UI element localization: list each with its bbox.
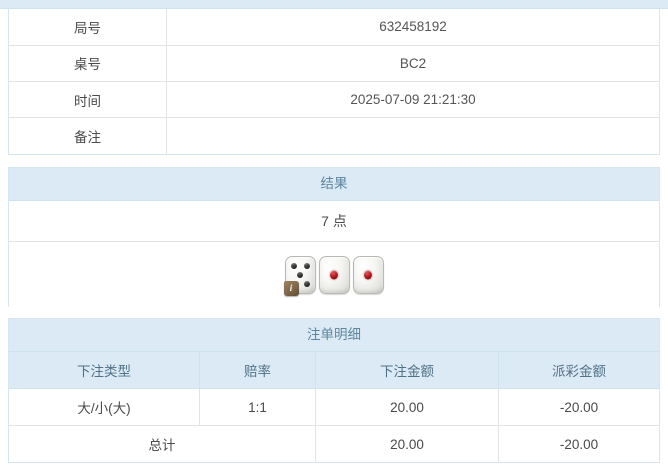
table-row: 局号 632458192 [9, 9, 659, 46]
die-2[interactable] [318, 255, 350, 294]
cell-total-label: 总计 [9, 425, 316, 462]
column-header-bet-type: 下注类型 [9, 352, 200, 389]
table-row: 大/小(大) 1:1 20.00 -20.00 [9, 388, 659, 426]
info-value-remark [167, 118, 660, 154]
info-value-table-no: BC2 [166, 45, 659, 83]
die-1[interactable]: i [283, 255, 316, 296]
column-header-stake: 下注金额 [315, 352, 499, 389]
cell-stake: 20.00 [315, 388, 499, 426]
round-info-panel: 局号 632458192 桌号 BC2 时间 2025-07-09 21:21:… [8, 9, 660, 155]
result-panel-header: 结果 [9, 168, 659, 201]
table-row: 时间 2025-07-09 21:21:30 [9, 81, 659, 119]
table-row: 备注 [9, 117, 660, 154]
top-header-strip [0, 0, 668, 9]
table-header-row: 下注类型 赔率 下注金额 派彩金额 [9, 352, 659, 389]
info-label-table-no: 桌号 [9, 45, 167, 83]
table-total-row: 总计 20.00 -20.00 [9, 425, 659, 462]
die-pip [303, 280, 310, 287]
die-pip [364, 270, 372, 279]
info-label-remark: 备注 [9, 117, 167, 154]
info-label-round-no: 局号 [9, 9, 167, 46]
column-header-odds: 赔率 [199, 352, 316, 389]
die-pip [290, 262, 297, 269]
result-points-value: 7 点 [9, 201, 659, 242]
info-label-time: 时间 [9, 81, 167, 119]
info-icon[interactable]: i [283, 280, 299, 296]
cell-bet-type: 大/小(大) [9, 388, 200, 426]
bet-panel-header: 注单明细 [9, 319, 659, 352]
die-pip [330, 270, 338, 279]
bet-detail-table: 下注类型 赔率 下注金额 派彩金额 大/小(大) 1:1 20.00 -20.0… [9, 352, 659, 462]
info-value-time: 2025-07-09 21:21:30 [166, 81, 659, 119]
cell-odds: 1:1 [199, 388, 316, 426]
cell-payout: -20.00 [498, 388, 659, 426]
cell-total-payout: -20.00 [498, 425, 659, 462]
result-panel: 结果 7 点 i [8, 167, 660, 307]
die-pip [297, 271, 303, 278]
info-value-round-no: 632458192 [166, 9, 659, 46]
bet-detail-panel: 注单明细 下注类型 赔率 下注金额 派彩金额 大/小(大) 1:1 20.00 … [8, 318, 660, 463]
dice-row: i [9, 242, 659, 307]
die-3[interactable] [352, 255, 384, 294]
column-header-payout: 派彩金额 [498, 352, 659, 389]
die-pip [303, 262, 310, 269]
round-info-table: 局号 632458192 桌号 BC2 时间 2025-07-09 21:21:… [9, 9, 659, 154]
cell-total-stake: 20.00 [315, 425, 499, 462]
table-row: 桌号 BC2 [9, 45, 659, 83]
